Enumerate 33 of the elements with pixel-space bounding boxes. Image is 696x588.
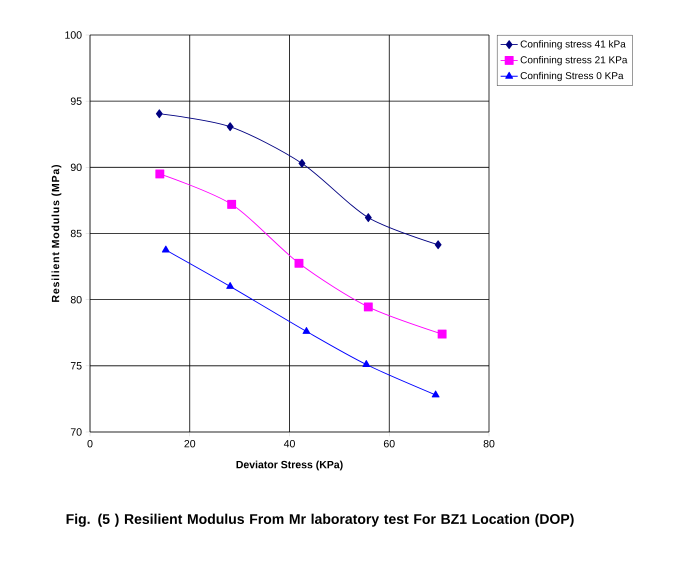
y-tick-label: 95 bbox=[70, 97, 82, 105]
point bbox=[226, 122, 234, 132]
legend-label: Confining Stress 0 KPa bbox=[520, 72, 624, 82]
x-tick-label: 40 bbox=[284, 440, 295, 448]
x-tick-label: 0 bbox=[87, 440, 93, 448]
point bbox=[227, 200, 236, 209]
point bbox=[438, 330, 447, 339]
y-tick-label: 75 bbox=[70, 362, 82, 370]
x-axis-title: Deviator Stress (KPa) bbox=[236, 460, 343, 470]
y-tick-label: 70 bbox=[70, 428, 82, 436]
point bbox=[155, 169, 164, 178]
x-tick-label: 80 bbox=[484, 440, 494, 448]
y-axis-title: Resilient Modulus (MPa) bbox=[52, 164, 62, 302]
point bbox=[226, 282, 234, 289]
x-tick-label: 60 bbox=[384, 440, 395, 448]
point bbox=[298, 158, 306, 168]
y-tick-label: 100 bbox=[65, 31, 82, 39]
y-tick-label: 85 bbox=[70, 230, 82, 238]
legend-label: Confining stress 21 KPa bbox=[520, 56, 628, 66]
text: Fig. (5 ) Resilient Modulus From Mr laboratory test For BZ1 Location (DOP) bbox=[66, 514, 574, 527]
point bbox=[294, 258, 304, 268]
x-tick-label: 20 bbox=[184, 440, 196, 448]
point bbox=[362, 360, 370, 367]
y-tick-label: 80 bbox=[70, 296, 82, 304]
point bbox=[162, 246, 170, 252]
point bbox=[364, 213, 372, 222]
legend-label: Confining stress 41 kPa bbox=[520, 40, 626, 50]
point bbox=[364, 302, 373, 312]
point bbox=[156, 109, 163, 118]
y-tick-label: 90 bbox=[70, 164, 82, 172]
point bbox=[432, 390, 440, 398]
point bbox=[434, 240, 442, 250]
point bbox=[302, 326, 310, 334]
